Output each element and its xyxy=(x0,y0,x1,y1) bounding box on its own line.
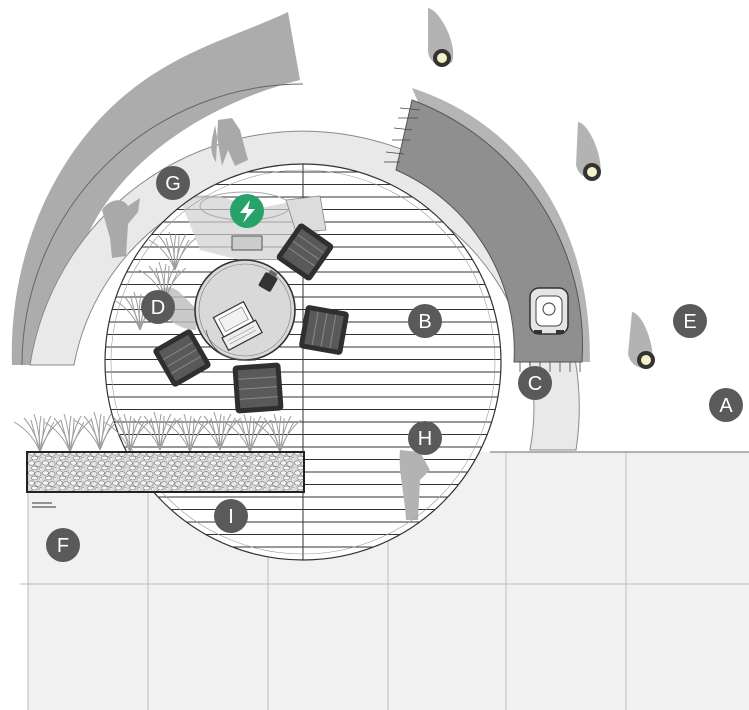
bench-ticks xyxy=(384,107,581,372)
marker-circle xyxy=(46,528,80,562)
chair-right xyxy=(299,305,349,355)
marker-label: E xyxy=(683,311,696,333)
garden-lamps xyxy=(428,8,655,369)
markers: A B C D E F G H I xyxy=(46,166,743,562)
lamp-icon xyxy=(576,122,601,181)
marker-b: B xyxy=(408,304,442,338)
marker-circle xyxy=(408,304,442,338)
marker-circle xyxy=(156,166,190,200)
lamp-icon xyxy=(258,269,278,292)
marker-label: D xyxy=(151,297,165,319)
marker-g: G xyxy=(156,166,190,200)
marker-circle xyxy=(518,366,552,400)
marker-label: H xyxy=(418,428,432,450)
laptop-icon xyxy=(212,300,263,352)
marker-f: F xyxy=(46,528,80,562)
lightning-icon xyxy=(230,194,264,228)
marker-circle xyxy=(141,290,175,324)
marker-circle xyxy=(673,304,707,338)
chair-bottom xyxy=(232,362,284,414)
marker-circle xyxy=(408,421,442,455)
person-shadows xyxy=(102,118,248,258)
marker-i: I xyxy=(214,499,248,533)
charging-station xyxy=(199,191,327,251)
tree-shadow xyxy=(11,12,301,365)
marker-label: I xyxy=(228,506,234,528)
marker-label: B xyxy=(418,311,431,333)
marker-a: A xyxy=(709,388,743,422)
marker-circle xyxy=(214,499,248,533)
lamp-icon xyxy=(428,8,454,67)
marker-label: C xyxy=(528,373,542,395)
chair-top xyxy=(276,223,334,281)
marker-label: F xyxy=(57,535,69,557)
gravel-bed xyxy=(26,451,305,493)
chair-left xyxy=(153,329,211,387)
step xyxy=(32,502,56,508)
robot-mower-icon xyxy=(529,287,569,335)
marker-e: E xyxy=(673,304,707,338)
marker-d: D xyxy=(141,290,175,324)
marker-c: C xyxy=(518,366,552,400)
marker-label: G xyxy=(165,173,181,195)
marker-label: A xyxy=(719,395,733,417)
lamp-icon xyxy=(628,312,655,369)
marker-h: H xyxy=(408,421,442,455)
marker-circle xyxy=(709,388,743,422)
